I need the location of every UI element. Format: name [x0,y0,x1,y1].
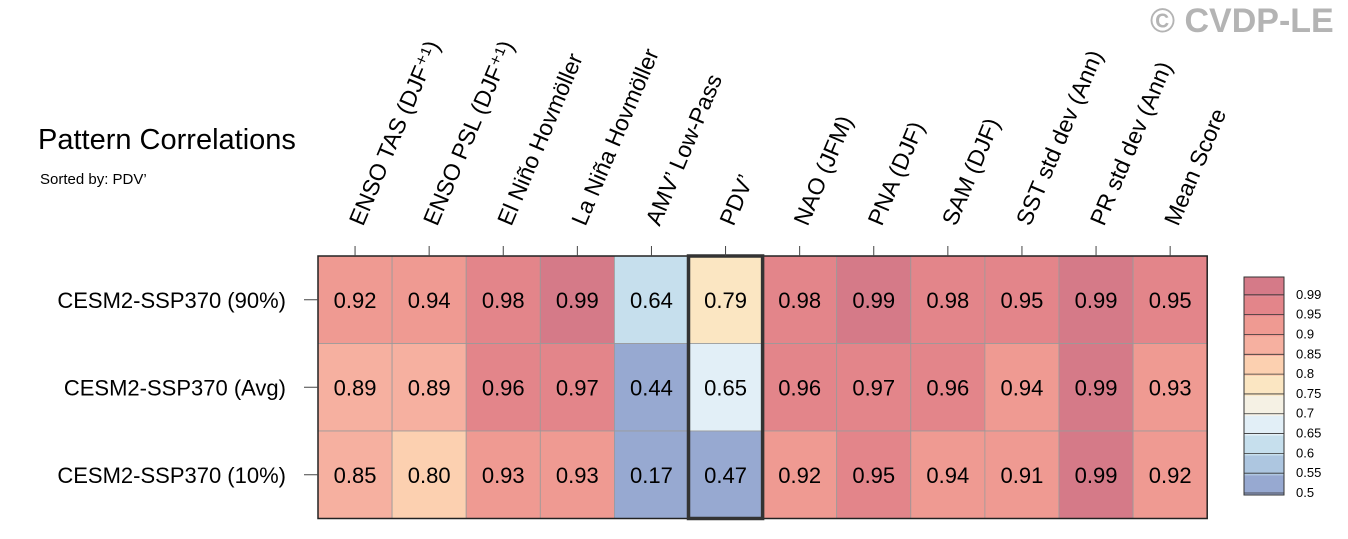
heatmap-cell [688,343,763,432]
heatmap-cell [317,343,393,432]
heatmap-cell [1132,255,1208,344]
cell-value-label: 0.97 [852,375,895,400]
cell-value-label: 0.99 [1075,375,1118,400]
cell-value-label: 0.92 [1149,463,1192,488]
colorbar-label: 0.65 [1296,426,1321,441]
column-label: Mean Score [1159,105,1231,229]
heatmap-cell [762,343,838,432]
colorbar-segment [1244,475,1284,495]
cell-value-label: 0.96 [926,375,969,400]
colorbar-label: 0.55 [1296,465,1321,480]
colorbar-segment [1244,336,1284,357]
cell-value-label: 0.94 [926,463,969,488]
colorbar-segment [1244,376,1284,396]
heatmap-cell [836,255,912,344]
cell-value-label: 0.89 [408,375,451,400]
cell-value-label: 0.98 [778,288,821,313]
heatmap-cell [836,343,912,432]
colorbar-segment [1244,455,1284,476]
colorbar-label: 0.7 [1296,406,1314,421]
heatmap-cell [391,255,467,344]
cell-value-label: 0.99 [556,288,599,313]
heatmap-cell [1132,343,1208,432]
cell-value-label: 0.96 [778,375,821,400]
cell-value-label: 0.91 [1001,463,1044,488]
cell-value-label: 0.47 [704,463,747,488]
column-label: PNA (DJF) [862,118,929,229]
cell-value-label: 0.44 [630,375,673,400]
colorbar: 0.99 0.95 0.9 0.85 0.8 0.75 0.7 0.65 0.6 0.55 0.5 [1243,276,1321,500]
column-label: NAO (JFM) [788,112,857,229]
heatmap-cell [465,255,541,344]
heatmap-cell [1058,255,1134,344]
cell-value-label: 0.98 [482,288,525,313]
colorbar-label: 0.9 [1296,326,1314,341]
colorbar-segment [1244,435,1284,456]
cell-value-label: 0.79 [704,288,747,313]
colorbar-segment [1244,316,1284,337]
heatmap-cell [910,255,986,344]
colorbar-segment [1244,415,1284,436]
row-label: CESM2-SSP370 (Avg) [64,375,286,400]
heatmap-cell [688,430,763,519]
colorbar-segment [1244,395,1284,416]
heatmap-cell [465,343,541,432]
cell-value-label: 0.17 [630,463,673,488]
cell-value-label: 0.93 [556,463,599,488]
heatmap-cells: 0.92 0.94 0.98 0.99 0.64 0.79 0.98 0.99 0.98 0.95… [317,254,1208,521]
heatmap-cell [1132,430,1208,519]
heatmap-cell [910,343,986,432]
heatmap-cell [465,430,541,519]
cell-value-label: 0.95 [1001,288,1044,313]
heatmap-cell [317,430,393,519]
cell-value-label: 0.98 [926,288,969,313]
heatmap-cell [614,343,689,432]
colorbar-segment [1244,277,1284,297]
cell-value-label: 0.89 [334,375,377,400]
cell-value-label: 0.93 [1149,375,1192,400]
colorbar-label: 0.5 [1296,485,1314,500]
cell-value-label: 0.99 [852,288,895,313]
colorbar-frame [1243,276,1285,496]
column-labels: ENSO TAS (DJF⁺¹)ENSO PSL (DJF⁺¹)El Niño … [344,37,1231,256]
cell-value-label: 0.94 [1001,375,1044,400]
colorbar-label: 0.6 [1296,445,1314,460]
cell-value-label: 0.92 [334,288,377,313]
row-label: CESM2-SSP370 (10%) [57,463,286,488]
cell-value-label: 0.93 [482,463,525,488]
chart-title: Pattern Correlations [38,124,296,156]
heatmap-cell [539,430,615,519]
cell-value-label: 0.85 [334,463,377,488]
row-label: CESM2-SSP370 (90%) [57,288,286,313]
cell-value-label: 0.97 [556,375,599,400]
colorbar-label: 0.8 [1296,366,1314,381]
cell-value-label: 0.95 [1149,288,1192,313]
colorbar-label: 0.85 [1296,346,1321,361]
colorbar-segment [1244,296,1284,317]
cell-value-label: 0.99 [1075,463,1118,488]
heatmap-cell [1058,343,1134,432]
watermark: © CVDP-LE [1150,2,1334,40]
cell-value-label: 0.65 [704,375,747,400]
cell-value-label: 0.96 [482,375,525,400]
column-label: PR std dev (Ann) [1085,58,1177,229]
chart-subtitle: Sorted by: PDV’ [40,171,147,188]
colorbar-label: 0.95 [1296,307,1321,322]
cell-value-label: 0.94 [408,288,451,313]
column-label: SAM (DJF) [937,114,1005,229]
cell-value-label: 0.80 [408,463,451,488]
colorbar-label: 0.99 [1296,287,1321,302]
column-label: AMV’ Low-Pass [640,70,727,229]
heatmap-cell [910,430,986,519]
colorbar-segment [1244,356,1284,377]
row-labels: CESM2-SSP370 (90%) CESM2-SSP370 (Avg) CESM… [57,288,318,488]
cell-value-label: 0.64 [630,288,673,313]
colorbar-label: 0.75 [1296,386,1321,401]
cell-value-label: 0.99 [1075,288,1118,313]
column-label: PDV’ [714,171,758,229]
cell-value-label: 0.92 [778,463,821,488]
heatmap-cell [984,430,1060,519]
cell-value-label: 0.95 [852,463,895,488]
